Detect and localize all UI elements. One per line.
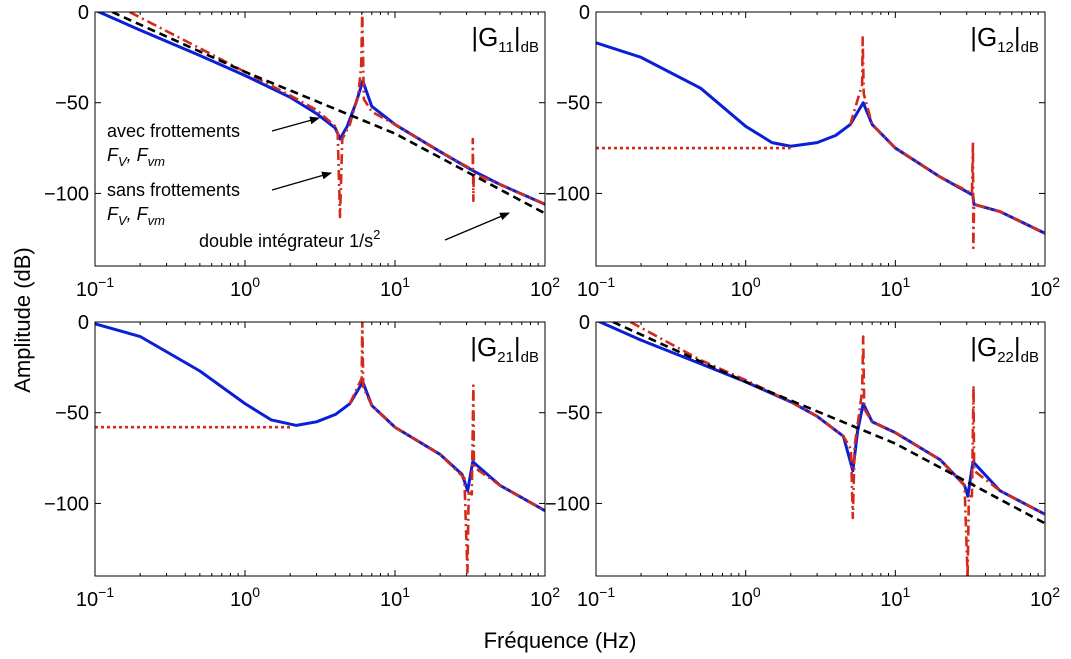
x-tick-label: 100 [731, 584, 761, 611]
y-tick-label: 0 [579, 312, 590, 334]
y-tick-label: −50 [55, 403, 89, 425]
plot-frame [595, 11, 1046, 267]
x-tick-label: 102 [1030, 584, 1060, 611]
y-tick-label: −50 [556, 93, 590, 115]
x-tick-label: 102 [530, 584, 560, 611]
panel-title: |G11|dB [471, 22, 539, 56]
annotation-text: double intégrateur 1/s2 [199, 227, 380, 251]
x-tick-label: 102 [1030, 274, 1060, 301]
series-line-dashed [612, 322, 1045, 525]
x-tick-label: 102 [530, 274, 560, 301]
annotation-text: sans frottements FV, Fvm [107, 180, 240, 228]
plot-frame [94, 321, 546, 577]
plot-frame [94, 11, 546, 267]
annotation-arrow [271, 116, 320, 132]
x-tick-label: 10−1 [577, 274, 615, 301]
series-line-dashed [111, 12, 545, 215]
y-tick-label: −100 [44, 493, 89, 515]
subplot-3: 0 −50 −100 10−1 100 101 102 |G21|dB [44, 312, 560, 611]
x-tick-label: 10−1 [76, 584, 114, 611]
panel-title: |G12|dB [970, 22, 1039, 56]
x-axis-label: Fréquence (Hz) [484, 628, 637, 653]
y-tick-label: 0 [579, 2, 590, 24]
x-tick-label: 10−1 [577, 584, 615, 611]
y-tick-label: −50 [55, 93, 89, 115]
x-tick-label: 10−1 [76, 274, 114, 301]
subplot-1: 0 −50 −100 10−1 100 101 102 |G11|dB avec frottem… [44, 2, 560, 301]
x-tick-label: 101 [880, 274, 910, 301]
y-tick-label: −50 [556, 403, 590, 425]
series-line-solid [95, 322, 545, 512]
annotation-text: avec frottements FV, Fvm [107, 121, 240, 169]
panel-title: |G21|dB [470, 332, 539, 366]
x-tick-label: 101 [380, 274, 410, 301]
annotation-arrow [271, 171, 332, 191]
x-tick-label: 100 [230, 584, 260, 611]
series-line-dashdot [629, 322, 1045, 576]
x-tick-label: 101 [880, 584, 910, 611]
x-tick-label: 101 [380, 584, 410, 611]
subplot-4: 0 −50 −100 10−1 100 101 102 |G22|dB [545, 312, 1060, 611]
y-tick-label: −100 [545, 183, 590, 205]
y-tick-label: 0 [78, 2, 89, 24]
plot-frame [595, 321, 1046, 577]
panel-title: |G22|dB [970, 332, 1039, 366]
y-tick-label: 0 [78, 312, 89, 334]
annotation-arrow [444, 212, 510, 241]
subplot-2: 0 −50 −100 10−1 100 101 102 |G12|dB [545, 2, 1060, 301]
x-tick-label: 100 [731, 274, 761, 301]
series-line-dashdot [128, 12, 545, 219]
y-axis-label: Amplitude (dB) [10, 247, 35, 393]
series-line-dashdot [849, 36, 1045, 250]
series-line-dashdot [348, 322, 545, 574]
y-tick-label: −100 [44, 183, 89, 205]
y-tick-label: −100 [545, 493, 590, 515]
x-tick-label: 100 [230, 274, 260, 301]
